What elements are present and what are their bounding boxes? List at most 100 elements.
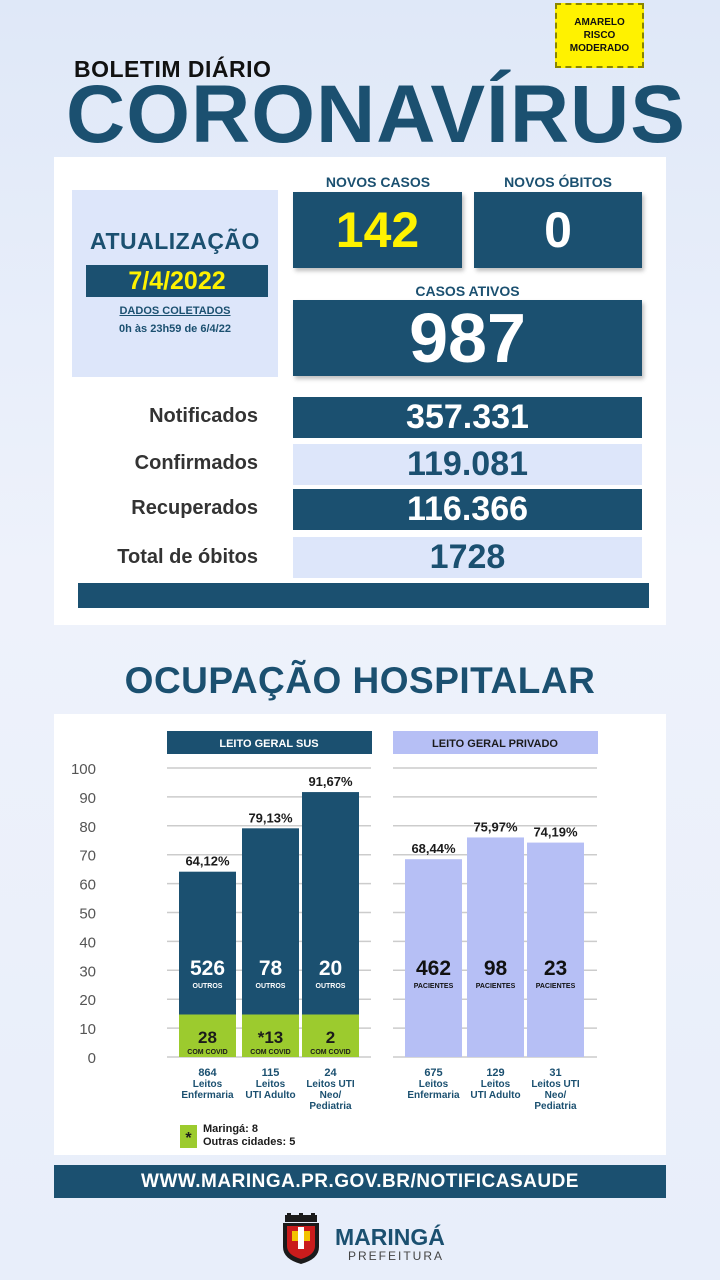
y-tick-label: 0	[88, 1050, 96, 1067]
collected-label: DADOS COLETADOS	[119, 305, 231, 317]
total-deaths-value: 1728	[293, 537, 642, 578]
new-cases-value: 142	[293, 192, 462, 268]
patients-sub-label: PACIENTES	[414, 983, 454, 990]
bar-category-line1: Leitos UTI	[306, 1079, 355, 1090]
bar-category-line1: Leitos UTI	[531, 1079, 580, 1090]
group-header	[393, 731, 598, 754]
bar-category-line2: UTI Adulto	[245, 1090, 295, 1101]
new-deaths-label: NOVOS ÓBITOS	[504, 174, 612, 190]
recovered-value: 116.366	[293, 489, 642, 530]
bar-percent-label: 74,19%	[533, 825, 578, 840]
covid-sub-label: COM COVID	[187, 1049, 227, 1056]
recovered-label: Recuperados	[131, 497, 258, 519]
footnote-marker-box	[180, 1125, 197, 1148]
new-deaths-value: 0	[474, 192, 642, 268]
covid-count-label: *13	[258, 1028, 284, 1047]
notified-label: Notificados	[149, 405, 258, 427]
bar-covid-segment	[242, 1014, 299, 1057]
patients-sub-label: PACIENTES	[536, 983, 576, 990]
y-tick-label: 10	[79, 1021, 96, 1038]
hospital-title: OCUPAÇÃO HOSPITALAR	[124, 660, 596, 701]
covid-sub-label: COM COVID	[250, 1049, 290, 1056]
total-deaths-label: Total de óbitos	[117, 546, 258, 568]
bar-category-line2: Neo/	[320, 1090, 342, 1101]
bar-total-label: 129	[486, 1067, 504, 1079]
bar-sus-1: 526 OUTROS 28 COM COVID 64,12% 864LeitosEnfer…	[179, 854, 236, 1101]
patients-count-label: 98	[484, 957, 508, 980]
bar-others-segment	[242, 828, 299, 1015]
update-date: 7/4/2022	[86, 265, 268, 297]
new-cases-label: NOVOS CASOS	[325, 174, 431, 190]
bar-percent-label: 64,12%	[185, 854, 230, 869]
notified-value: 357.331	[293, 397, 642, 438]
group-title: LEITO GERAL PRIVADO	[432, 738, 558, 750]
update-label: ATUALIZAÇÃO	[90, 228, 260, 254]
bar-covid-segment	[302, 1014, 359, 1057]
y-tick-label: 80	[79, 819, 96, 836]
bar-category-line2: Enfermaria	[181, 1090, 234, 1101]
bar-percent-label: 68,44%	[411, 841, 456, 856]
bar-total-label: 115	[262, 1067, 280, 1079]
footnote-asterisk-icon: *	[185, 1130, 192, 1147]
y-tick-label: 30	[79, 963, 96, 980]
footer-city-sub: PREFEITURA	[348, 1249, 445, 1263]
risk-badge-line2: RISCO	[583, 30, 616, 41]
active-cases-label: CASOS ATIVOS	[415, 283, 520, 299]
bar-category-line2: Enfermaria	[407, 1090, 460, 1101]
footnote-line2: Outras cidades: 5	[203, 1136, 295, 1148]
bar-total-label: 675	[424, 1067, 442, 1079]
collected-range: 0h às 23h59 de 6/4/22	[119, 323, 231, 335]
footer-city-name: MARINGÁ	[335, 1224, 445, 1250]
covid-sub-label: COM COVID	[310, 1049, 350, 1056]
others-count-label: 20	[319, 957, 342, 980]
group-private: LEITO GERAL PRIVADO 462 PACIENTES 68,44% 675…	[393, 731, 598, 1112]
bar-category-line3: Pediatria	[309, 1101, 352, 1112]
group-title: LEITO GERAL SUS	[219, 738, 318, 750]
risk-badge-line3: MODERADO	[569, 43, 630, 54]
bar-percent-label: 75,97%	[473, 819, 518, 834]
bar-percent-label: 91,67%	[308, 774, 353, 789]
bar-patients-segment	[467, 837, 524, 1057]
bar-category-line1: Leitos	[256, 1079, 286, 1090]
bar-patients-segment	[527, 842, 584, 1057]
bar-patients-segment	[405, 859, 462, 1057]
bar-category-line1: Leitos	[481, 1079, 511, 1090]
y-tick-label: 100	[71, 761, 96, 778]
risk-badge-line1: AMARELO	[574, 17, 625, 28]
others-sub-label: OUTROS	[193, 983, 223, 990]
bar-total-label: 31	[549, 1067, 561, 1079]
y-tick-label: 60	[79, 877, 96, 894]
bar-covid-segment	[179, 1014, 236, 1057]
bar-others-segment	[302, 792, 359, 1015]
bar-category-line3: Pediatria	[534, 1101, 577, 1112]
bulletin-subtitle: BOLETIM DIÁRIO	[74, 56, 272, 82]
bar-others-segment	[179, 871, 236, 1015]
y-tick-label: 90	[79, 790, 96, 807]
y-tick-label: 50	[79, 906, 96, 923]
risk-level-badge: AMARELO RISCO MODERADO	[555, 3, 644, 68]
stats-bottom-bar	[78, 583, 649, 608]
notify-url[interactable]: WWW.MARINGA.PR.GOV.BR/NOTIFICASAUDE	[54, 1165, 666, 1198]
bar-category-line1: Leitos	[193, 1079, 223, 1090]
bar-total-label: 24	[324, 1067, 337, 1079]
others-sub-label: OUTROS	[316, 983, 346, 990]
active-cases-value: 987	[293, 299, 642, 377]
patients-count-label: 23	[544, 957, 567, 980]
maringa-crest-icon	[283, 1213, 319, 1264]
bulletin-title: CORONAVÍRUS	[66, 69, 686, 160]
bar-total-label: 864	[198, 1067, 217, 1079]
y-tick-label: 20	[79, 992, 96, 1009]
bar-percent-label: 79,13%	[248, 810, 293, 825]
patients-count-label: 462	[416, 957, 451, 980]
others-count-label: 526	[190, 957, 225, 980]
others-count-label: 78	[259, 957, 283, 980]
bar-category-line2: Neo/	[545, 1090, 567, 1101]
patients-sub-label: PACIENTES	[476, 983, 516, 990]
